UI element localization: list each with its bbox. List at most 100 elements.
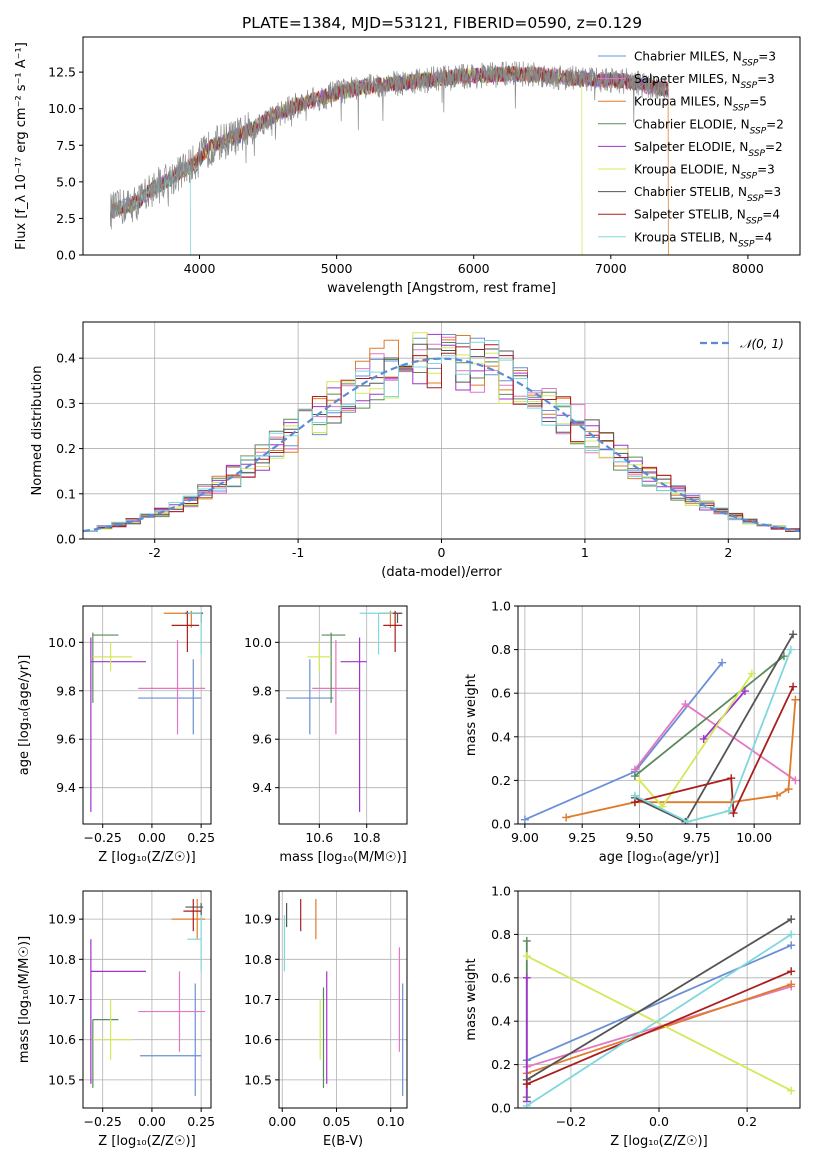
axes-mass-weight-vs-age: 9.00 9.25 9.50 9.75 10.00 0.0 0.2 0.4 0.6 0.8 1.0 a… — [464, 599, 801, 865]
errorbar-point — [359, 612, 393, 655]
x-tick-label: 10.00 — [736, 830, 772, 845]
point-marker — [681, 700, 690, 709]
point-marker — [683, 817, 692, 824]
series-path — [634, 649, 792, 823]
x-tick-label: 5000 — [321, 261, 353, 276]
errorbar-point — [138, 659, 202, 735]
x-tick-label: 0.00 — [138, 830, 166, 845]
series-line — [522, 930, 796, 1108]
errorbar-point — [183, 899, 202, 932]
errorbar-point — [286, 659, 334, 735]
series-path — [524, 662, 723, 821]
legend-entry: Chabrier STELIB, NSSP=3 — [634, 185, 781, 204]
legend-entry: Salpeter ELODIE, NSSP=2 — [634, 140, 783, 159]
series-line — [522, 952, 796, 1095]
series-path — [526, 933, 792, 1107]
errorbar-point — [390, 612, 403, 623]
x-tick-label: -1 — [292, 545, 304, 560]
point-marker — [784, 785, 793, 794]
y-tick-label: 1.0 — [491, 599, 511, 614]
point-marker — [791, 776, 800, 785]
observed-spectrum — [110, 61, 669, 230]
legend-entry: Kroupa MILES, NSSP=5 — [634, 95, 767, 114]
x-axis-label: Z [log₁₀(Z/Z☉)] — [610, 1134, 707, 1149]
point-marker — [699, 734, 708, 743]
errorbar-point — [312, 639, 360, 735]
y-tick-label: 0.0 — [491, 1101, 511, 1116]
x-tick-label: 1 — [581, 545, 589, 560]
x-axis-label: age [log₁₀(age/yr)] — [599, 850, 720, 865]
legend-entry: 𝒩(0, 1) — [740, 337, 784, 351]
series-line — [520, 658, 727, 824]
y-tick-label: 9.8 — [252, 683, 272, 698]
x-axis-label: (data-model)/error — [381, 565, 502, 580]
point-marker — [747, 669, 756, 678]
figure-title: PLATE=1384, MJD=53121, FIBERID=0590, z=0… — [242, 14, 642, 32]
y-tick-label: 10.6 — [244, 1032, 272, 1047]
point-marker — [630, 772, 639, 781]
x-axis-label: wavelength [Angstrom, rest frame] — [327, 281, 556, 296]
y-tick-label: 0.6 — [491, 686, 511, 701]
errorbar-point — [340, 637, 367, 812]
y-tick-label: 0.2 — [56, 441, 76, 456]
y-tick-label: 0.0 — [491, 817, 511, 832]
axes-residuals: -2 -1 0 1 2 0.0 0.1 0.2 0.3 0.4 (data-model)/error… — [30, 321, 801, 580]
y-tick-label: 10.8 — [244, 952, 272, 967]
legend-entry: Kroupa STELIB, NSSP=4 — [634, 230, 772, 249]
y-tick-label: 0.3 — [56, 396, 76, 411]
y-tick-label: 1.0 — [491, 884, 511, 899]
x-tick-label: 6000 — [458, 261, 490, 276]
y-tick-label: 10.7 — [244, 992, 272, 1007]
x-tick-label: 10.8 — [353, 830, 381, 845]
axes-spectrum: 4000 5000 6000 7000 8000 0.0 2.5 5.0 7.5 10.0 12.5… — [14, 36, 801, 296]
point-marker — [635, 776, 644, 785]
y-tick-label: 10.0 — [48, 635, 76, 650]
x-tick-label: 2 — [724, 545, 732, 560]
point-marker — [522, 1080, 531, 1089]
point-marker — [522, 952, 531, 961]
plot-area — [520, 630, 800, 824]
legend-entry: Salpeter STELIB, NSSP=4 — [634, 208, 780, 227]
x-tick-label: 0.05 — [323, 1114, 351, 1129]
y-tick-label: 10.9 — [244, 912, 272, 927]
normal-curve — [83, 357, 800, 533]
errorbar-point — [171, 610, 200, 653]
errorbar-point — [138, 639, 206, 735]
errorbar-point — [187, 612, 202, 655]
errorbar-point — [321, 632, 346, 703]
errorbar-point — [383, 610, 403, 653]
plot-area — [283, 899, 404, 1096]
point-marker — [786, 645, 795, 654]
x-tick-label: 0.00 — [268, 1114, 296, 1129]
series-line — [635, 669, 756, 811]
histogram-series — [83, 340, 800, 532]
axes-frame — [82, 36, 801, 256]
series-path — [526, 983, 792, 1075]
x-tick-label: 0 — [438, 545, 446, 560]
point-marker — [773, 791, 782, 800]
y-tick-label: 9.6 — [252, 732, 272, 747]
y-tick-label: 0.8 — [491, 642, 511, 657]
point-marker — [718, 658, 727, 667]
x-tick-label: 0.10 — [377, 1114, 405, 1129]
series-path — [526, 970, 792, 1085]
errorbar-point — [171, 899, 206, 940]
series-line — [522, 980, 796, 1078]
errorbar-point — [92, 632, 119, 703]
y-tick-label: 10.5 — [244, 1072, 272, 1087]
legend-entry: Chabrier MILES, NSSP=3 — [634, 50, 776, 69]
point-marker — [789, 630, 798, 639]
y-tick-label: 0.4 — [491, 729, 511, 744]
plot-area — [90, 899, 206, 1096]
point-marker — [789, 682, 798, 691]
errorbar-point — [140, 983, 202, 1096]
x-tick-label: 10.6 — [305, 830, 333, 845]
series-path — [634, 655, 785, 777]
axes-age-vs-Z: −0.25 0.00 0.25 9.4 9.6 9.8 10.0 Z [log₁₀(Z/Z☉)… — [17, 605, 215, 865]
y-tick-label: 0.2 — [491, 773, 511, 788]
x-tick-label: −0.25 — [84, 1114, 122, 1129]
x-tick-label: 0.25 — [187, 830, 215, 845]
x-tick-label: 9.00 — [511, 830, 539, 845]
x-tick-label: -2 — [148, 545, 160, 560]
x-axis-label: Z [log₁₀(Z/Z☉)] — [98, 850, 195, 865]
